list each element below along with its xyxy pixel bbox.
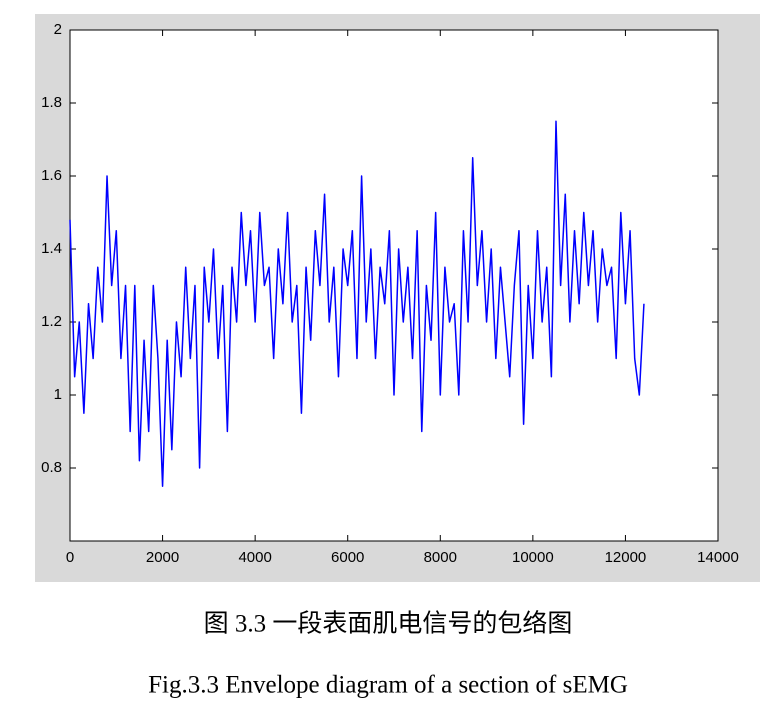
caption-en: Fig.3.3 Envelope diagram of a section of… [148, 672, 628, 699]
x-tick-label: 8000 [424, 549, 457, 566]
x-tick-label: 0 [66, 549, 74, 566]
y-tick-label: 0.8 [41, 459, 62, 476]
x-tick-label: 14000 [697, 549, 739, 566]
y-tick-label: 2 [54, 21, 62, 38]
y-tick-label: 1.4 [41, 240, 62, 257]
y-tick-label: 1 [54, 386, 62, 403]
y-tick-label: 1.8 [41, 94, 62, 111]
y-tick-label: 1.6 [41, 167, 62, 184]
x-tick-label: 12000 [605, 549, 647, 566]
x-tick-label: 4000 [238, 549, 271, 566]
axes-box [69, 29, 719, 542]
x-tick-label: 2000 [146, 549, 179, 566]
signal-line [69, 120, 645, 487]
y-tick-label: 1.2 [41, 313, 62, 330]
x-tick-label: 6000 [331, 549, 364, 566]
x-tick-label: 10000 [512, 549, 554, 566]
caption-cn: 图 3.3 一段表面肌电信号的包络图 [204, 610, 573, 638]
